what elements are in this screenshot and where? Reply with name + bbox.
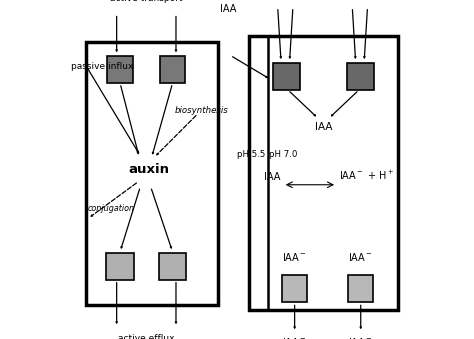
Text: IAA$^-$: IAA$^-$: [283, 336, 307, 339]
Bar: [348, 275, 374, 302]
Bar: [249, 36, 398, 310]
Text: IAA: IAA: [315, 122, 332, 132]
Text: auxin: auxin: [128, 163, 169, 176]
Text: biosynthesis: biosynthesis: [174, 106, 228, 115]
Text: active efflux: active efflux: [118, 334, 174, 339]
Text: IAA$^-$: IAA$^-$: [348, 336, 373, 339]
Bar: [160, 56, 185, 83]
Text: IAA$^-$: IAA$^-$: [348, 252, 373, 263]
Text: conjugation: conjugation: [88, 204, 135, 213]
Text: active transport: active transport: [110, 0, 182, 3]
Text: IAA: IAA: [264, 172, 281, 182]
Text: IAA$^-$ + H$^+$: IAA$^-$ + H$^+$: [339, 169, 394, 182]
Bar: [107, 253, 134, 280]
Text: passive influx: passive influx: [71, 62, 133, 71]
Text: pH 7.0: pH 7.0: [269, 150, 298, 159]
Text: IAA$^-$: IAA$^-$: [283, 252, 307, 263]
Text: IAA: IAA: [220, 4, 237, 14]
Bar: [86, 42, 219, 305]
Bar: [347, 63, 374, 90]
Bar: [159, 253, 186, 280]
Bar: [282, 275, 307, 302]
Bar: [107, 56, 133, 83]
Text: pH 5.5: pH 5.5: [237, 150, 266, 159]
Bar: [273, 63, 300, 90]
